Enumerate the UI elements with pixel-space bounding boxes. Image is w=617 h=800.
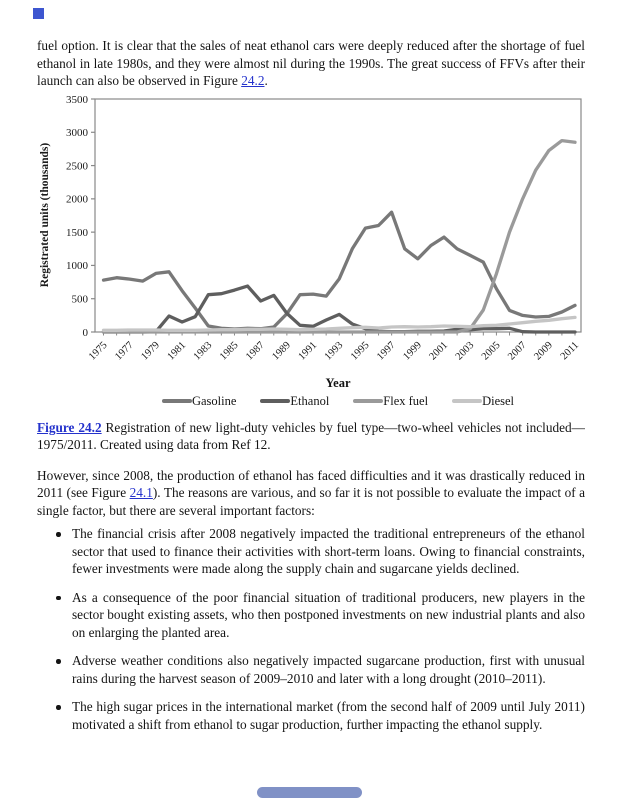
x-tick-label: 1981: [166, 339, 189, 362]
list-item: The financial crisis after 2008 negative…: [56, 526, 585, 576]
gasoline-line-swatch-icon: [161, 399, 192, 403]
y-tick-label: 3000: [66, 127, 89, 139]
figure-caption-link[interactable]: Figure 24.2: [37, 419, 102, 435]
intro-text-1: fuel option. It is clear that the sales …: [37, 38, 585, 88]
x-tick-label: 2001: [428, 339, 451, 362]
legend-label: Diesel: [482, 393, 515, 408]
x-tick-label: 2005: [480, 339, 503, 362]
fuel-type-line-chart: 0 500 1000 1500 2000 2500 3000 3500 1975 1977 1979…: [66, 93, 582, 362]
annotation-marker-icon[interactable]: [33, 8, 44, 19]
body-text-1: However, since 2008, the production of e…: [37, 467, 585, 501]
legend-item-gasoline: Gasoline: [161, 393, 237, 409]
x-tick-label: 1989: [270, 339, 293, 362]
flex-fuel-line: [101, 138, 577, 334]
figure-24-2-link[interactable]: 24.2: [241, 73, 265, 88]
figure-caption: Figure 24.2 Registration of new light-du…: [37, 419, 585, 454]
gasoline-line: [101, 210, 577, 331]
x-tick-label: 1999: [401, 339, 424, 362]
legend-label: Gasoline: [191, 393, 237, 408]
factors-list: The financial crisis after 2008 negative…: [37, 525, 585, 733]
body-paragraph: However, since 2008, the production of e…: [37, 467, 585, 520]
y-tick-label: 2500: [66, 160, 89, 172]
intro-paragraph: fuel option. It is clear that the sales …: [37, 37, 585, 90]
legend-item-diesel: Diesel: [452, 394, 514, 409]
diesel-line: [101, 315, 577, 332]
x-tick-label: 1979: [139, 339, 162, 362]
x-tick-label: 1975: [87, 339, 110, 362]
list-item: As a consequence of the poor financial s…: [56, 589, 585, 640]
x-tick-label: 1997: [375, 339, 398, 362]
flex-fuel-line-swatch-icon: [353, 399, 384, 403]
x-tick-label: 1991: [297, 339, 320, 362]
figure-24-1-link[interactable]: 24.1: [129, 485, 153, 500]
x-tick-label: 2011: [559, 339, 581, 361]
horizontal-scrollbar[interactable]: [0, 786, 617, 799]
diesel-line-swatch-icon: [452, 399, 483, 403]
figure-caption-text: Registration of new light-duty vehicles …: [37, 419, 585, 453]
legend-item-ethanol: Ethanol: [260, 394, 329, 409]
x-tick-label: 1995: [349, 339, 372, 362]
body-text-2: ). The reasons are various, and so far i…: [37, 485, 585, 518]
x-tick-label: 2009: [532, 339, 555, 362]
y-tick-label: 1500: [66, 226, 89, 238]
list-item: The high sugar prices in the internation…: [56, 699, 585, 732]
document-page: fuel option. It is clear that the sales …: [37, 37, 585, 733]
x-tick-label: 1985: [218, 339, 241, 362]
x-axis-title: Year: [325, 375, 351, 390]
intro-text-2: .: [264, 73, 268, 88]
ethanol-line: [101, 283, 577, 334]
legend-item-flex-fuel: Flex fuel: [353, 394, 428, 409]
y-tick-label: 2000: [66, 193, 89, 205]
chart-legend: Gasoline Ethanol Flex fuel Diesel: [95, 394, 581, 409]
x-tick-label: 1983: [192, 339, 215, 362]
list-item: Adverse weather conditions also negative…: [56, 653, 585, 686]
horizontal-scrollbar-thumb[interactable]: [257, 787, 362, 798]
figure-24-2-chart: Registrated units (thousands) 0 500 1000 15…: [37, 93, 585, 409]
y-axis-title: Registrated units (thousands): [39, 142, 51, 287]
x-tick-label: 2007: [506, 339, 529, 362]
legend-label: Ethanol: [290, 393, 330, 408]
y-tick-label: 500: [72, 293, 89, 305]
legend-label: Flex fuel: [383, 393, 429, 408]
y-tick-label: 0: [83, 326, 89, 338]
y-tick-label: 3500: [66, 95, 89, 106]
x-tick-label: 1993: [323, 339, 346, 362]
x-tick-label: 1987: [244, 339, 267, 362]
ethanol-line-swatch-icon: [260, 399, 291, 403]
x-tick-label: 2003: [454, 339, 477, 362]
y-tick-label: 1000: [66, 260, 89, 272]
x-tick-label: 1977: [113, 339, 136, 362]
